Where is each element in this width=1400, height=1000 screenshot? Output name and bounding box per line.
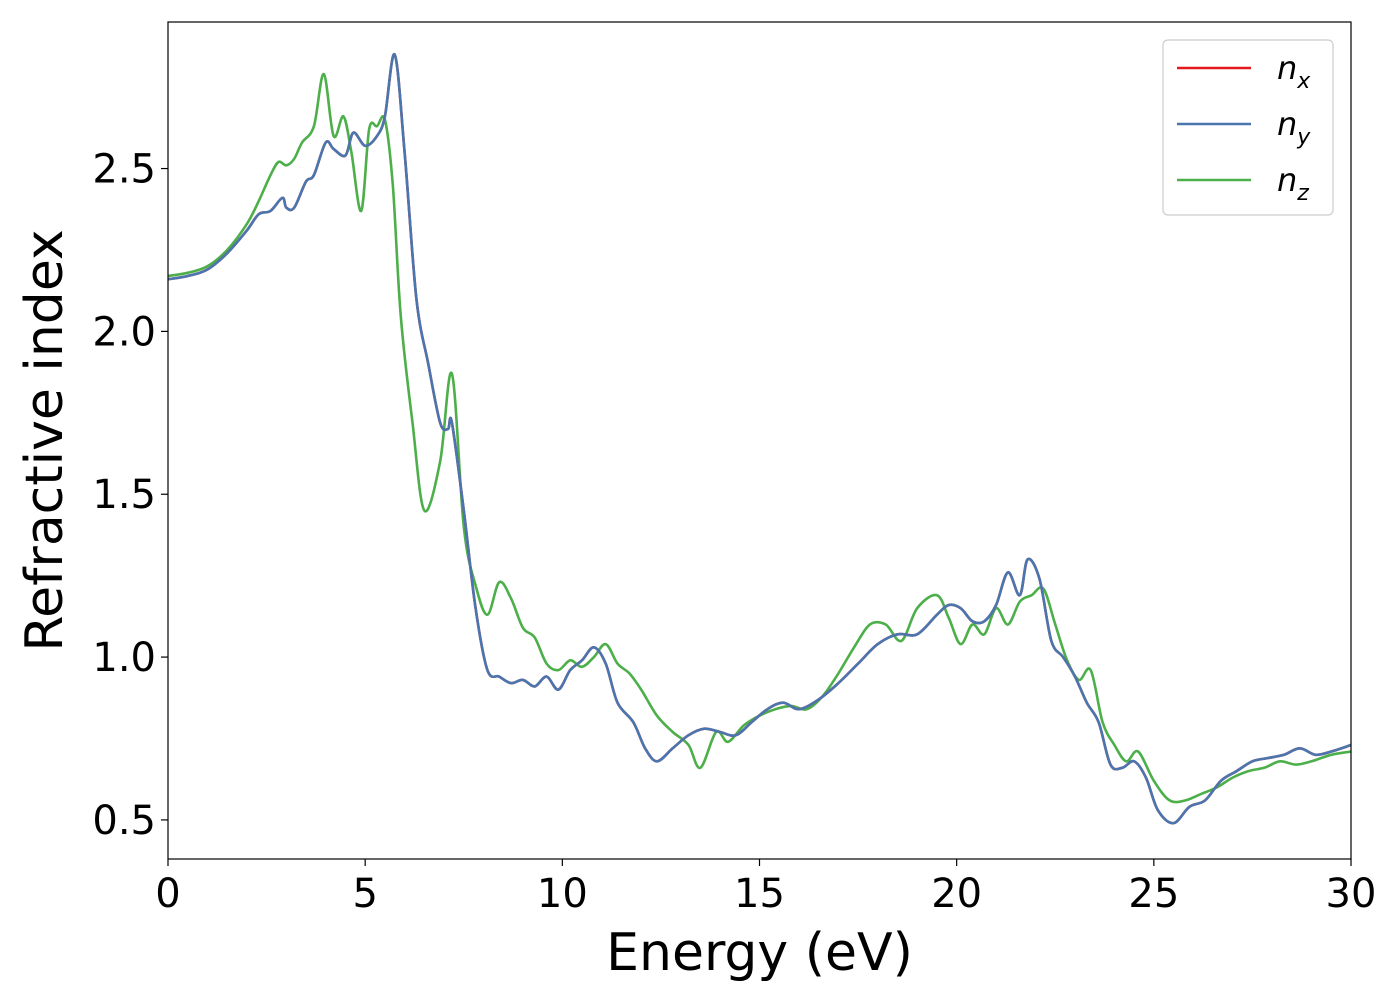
legend-label-ny: ny: [1277, 105, 1311, 150]
x-tick-label: 5: [352, 871, 377, 917]
y-tick-label: 2.0: [92, 309, 156, 355]
x-tick-label: 30: [1326, 871, 1377, 917]
series-line-nz: [168, 72, 1351, 804]
y-axis: 0.5 1.0 1.5 2.0 2.5: [92, 147, 168, 844]
y-tick-label: 1.5: [92, 472, 156, 518]
legend-label-nz: nz: [1277, 161, 1309, 206]
series-lines: [168, 53, 1351, 825]
x-tick-label: 15: [734, 871, 785, 917]
legend: nx ny nz: [1162, 39, 1334, 216]
y-tick-label: 0.5: [92, 798, 156, 844]
x-tick-label: 10: [537, 871, 588, 917]
y-tick-label: 2.5: [92, 147, 156, 193]
x-axis: 0 5 10 15 20 25 30: [155, 859, 1376, 917]
y-tick-label: 1.0: [92, 635, 156, 681]
legend-box: [1162, 39, 1334, 216]
x-tick-label: 25: [1128, 871, 1179, 917]
series-line-ny: [168, 53, 1351, 825]
x-axis-label: Energy (eV): [606, 923, 913, 983]
legend-label-nx: nx: [1277, 49, 1311, 94]
x-tick-label: 20: [931, 871, 982, 917]
y-axis-label: Refractive index: [15, 229, 75, 651]
x-tick-label: 0: [155, 871, 180, 917]
